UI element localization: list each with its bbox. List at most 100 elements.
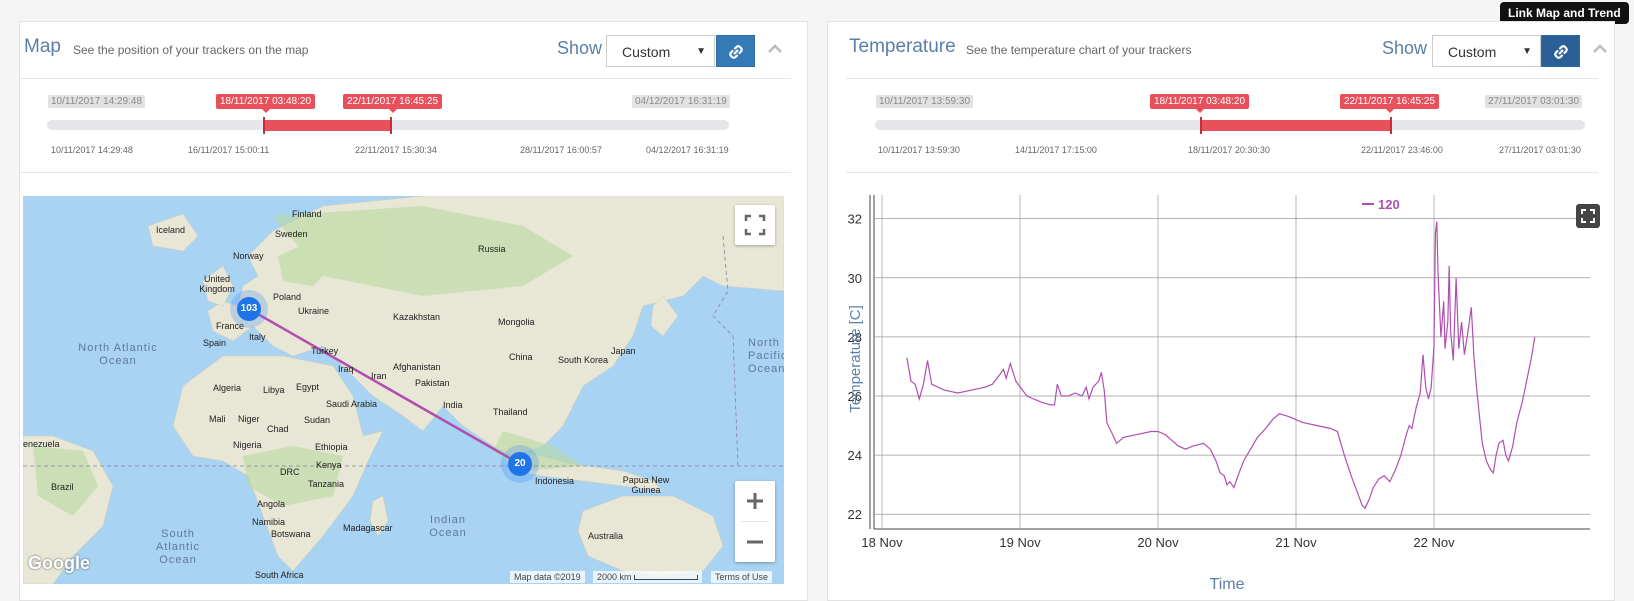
link-icon [1554,45,1568,59]
temperature-panel-title: Temperature [849,36,956,57]
map-scale-label: 2000 km [597,572,632,582]
zoom-in-button[interactable] [735,481,775,521]
map-cluster-marker[interactable]: 20 [508,452,532,476]
slider-handle-start[interactable] [1200,117,1202,134]
y-tick-label: 30 [848,271,862,286]
temperature-chart[interactable]: 22 24 26 28 30 32 18 Nov 19 Nov 20 Nov 21 Nov 22 … [827,189,1615,601]
slider-tick-label: 27/11/2017 03:01:30 [1499,145,1581,155]
slider-handle-end[interactable] [1390,117,1392,134]
map-label: Namibia [252,517,286,527]
scale-bar [634,575,699,581]
map-label: Brazil [51,482,74,492]
map-label: Botswana [271,529,311,539]
map-label: Australia [588,531,624,541]
slider-tick-label: 10/11/2017 13:59:30 [878,145,960,155]
x-tick-label: 18 Nov [861,535,903,550]
map-label: Mongolia [498,317,535,327]
x-tick-label: 20 Nov [1137,535,1179,550]
y-tick-label: 28 [848,330,862,345]
map-label: Tanzania [308,479,345,489]
map-cluster-marker[interactable]: 103 [237,297,261,321]
map-label: Sweden [275,229,308,239]
divider [846,172,1598,173]
google-logo[interactable]: Google [28,553,90,573]
slider-from-label: 18/11/2017 03:48:20 [216,94,316,113]
divider [846,78,1598,79]
temp-show-label: Show [1382,38,1428,58]
slider-selected-range[interactable] [1201,120,1391,131]
map-ocean-label: North Pacific Ocean [748,337,784,375]
slider-selected-range[interactable] [264,120,391,131]
map-label: Russia [478,244,506,254]
y-tick-label: 32 [848,212,862,227]
link-tooltip: Link Map and Trend [1500,2,1629,29]
map-label: Norway [233,251,264,261]
map-label: South Africa [255,570,304,580]
x-tick-label: 19 Nov [999,535,1041,550]
fullscreen-icon [744,214,766,236]
map-label: Algeria [213,383,242,393]
chevron-up-icon[interactable] [768,44,782,54]
map-label: Indonesia [535,476,575,486]
slider-handle-start[interactable] [263,117,265,134]
y-axis-label: Temperature [C] [847,305,864,413]
map-label: Poland [273,292,302,302]
link-map-trend-button[interactable] [716,35,755,67]
fullscreen-icon [1581,209,1595,223]
map-label: Kenya [316,460,342,470]
slider-handle-end[interactable] [390,117,392,134]
map-show-select[interactable]: Custom ▼ [606,35,715,67]
legend-label: 120 [1378,197,1400,212]
terms-of-use-link[interactable]: Terms of Use [711,571,773,583]
map-label: Angola [257,499,286,509]
slider-max-label: 04/12/2017 16:31:19 [632,95,730,108]
map-label: Iran [371,371,387,381]
map-label: Thailand [493,407,528,417]
slider-max-label: 27/11/2017 03:01:30 [1485,95,1583,108]
slider-min-label: 10/11/2017 14:29:48 [48,95,146,108]
slider-tick-label: 16/11/2017 15:00:11 [188,145,270,155]
map-scale[interactable]: 2000 km [593,571,703,583]
temp-show-select[interactable]: Custom ▼ [1432,35,1541,67]
chevron-up-icon[interactable] [1593,44,1607,54]
caret-down-icon: ▼ [696,46,706,57]
map-label: Egypt [296,382,320,392]
map-ocean-label: Indian Ocean [429,514,467,539]
map-label: Ukraine [298,306,330,316]
map-label: Saudi Arabia [326,399,378,409]
link-map-trend-button[interactable] [1541,35,1580,67]
map-label: Spain [203,338,227,348]
map-label: enezuela [23,439,60,449]
map-ocean-label: North Atlantic Ocean [78,342,158,367]
map-label: Japan [611,346,636,356]
world-map[interactable]: Finland Sweden Norway Iceland United Kin… [23,196,784,584]
chart-grid [869,195,1590,530]
map-label: Niger [238,414,260,424]
divider [20,78,791,79]
map-label: India [443,400,463,410]
legend[interactable]: 120 [1362,197,1400,212]
map-label: South Korea [558,355,609,365]
map-ocean-label: South Atlantic Ocean [155,528,201,566]
x-tick-label: 21 Nov [1275,535,1317,550]
y-tick-label: 26 [848,389,862,404]
slider-tick-label: 04/12/2017 16:31:19 [646,145,729,155]
map-label: Kazakhstan [393,312,441,322]
slider-tick-label: 14/11/2017 17:15:00 [1015,145,1097,155]
chart-fullscreen-button[interactable] [1576,204,1600,228]
map-label: Nigeria [233,440,262,450]
slider-tick-label: 28/11/2017 16:00:57 [520,145,602,155]
map-label: France [216,321,245,331]
map-label: Afghanistan [393,362,441,372]
map-label: Iceland [156,225,186,235]
map-fullscreen-button[interactable] [735,205,775,245]
zoom-out-button[interactable] [735,522,775,562]
map-zoom-controls [735,481,775,562]
tracker-path [248,307,521,466]
map-label: DRC [280,467,300,477]
map-landmass [23,196,784,584]
slider-tick-label: 22/11/2017 23:46:00 [1361,145,1443,155]
y-axis-ticks: 22 24 26 28 30 32 [848,212,862,523]
map-label: United Kingdom [199,274,235,294]
map-label: Madagascar [343,523,393,533]
